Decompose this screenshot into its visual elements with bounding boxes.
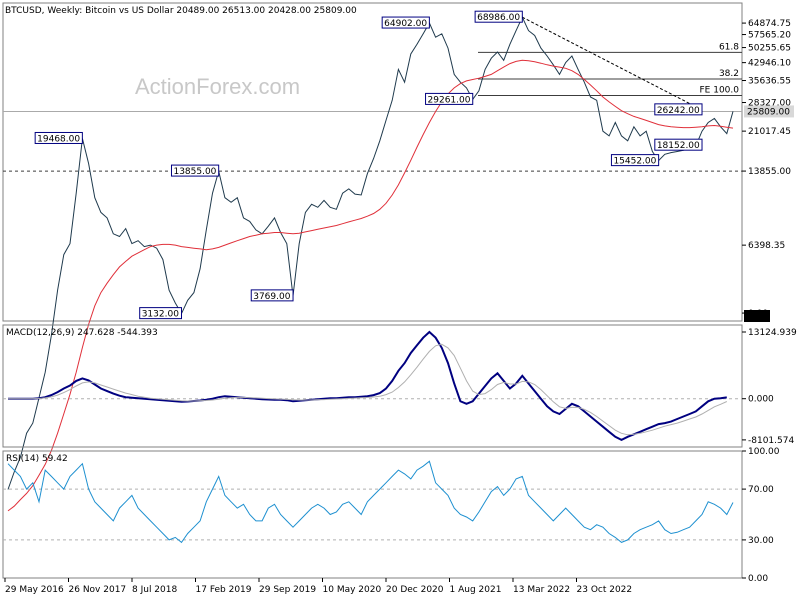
y-tick-label: 30.00	[748, 536, 774, 546]
floor-label: 0.00	[746, 312, 766, 322]
level-label: FE 100.0	[700, 85, 740, 95]
x-tick-label: 8 Jul 2018	[132, 585, 177, 595]
annotation-box	[139, 307, 183, 320]
x-tick-label: 26 Nov 2017	[69, 585, 127, 595]
y-tick-label: 42946.10	[748, 59, 791, 69]
x-tick-label: 1 Aug 2021	[450, 585, 502, 595]
annotation-box	[170, 164, 220, 177]
annotation-box	[654, 103, 703, 116]
y-tick-label: 70.00	[748, 485, 774, 495]
annotation-label: 15452.00	[613, 157, 656, 167]
last-price-label: 25809.00	[747, 107, 790, 117]
y-tick-label: 0.00	[748, 574, 768, 584]
y-tick-label: 6398.35	[748, 241, 785, 251]
x-tick-label: 23 Oct 2022	[577, 585, 633, 595]
y-tick-label: 13855.00	[748, 167, 791, 177]
annotation-label: 68986.00	[477, 13, 520, 23]
x-tick-label: 29 May 2016	[5, 585, 64, 595]
annotation-box	[381, 16, 430, 29]
y-tick-label: 35636.55	[748, 77, 791, 87]
annotation-label: 29261.00	[428, 95, 471, 105]
y-tick-label: 21017.45	[748, 127, 791, 137]
macd-panel-series-0	[8, 330, 727, 442]
macd-panel: 13124.939 0.000 -8101.574 MACD(12,26,9) 247…	[2, 324, 797, 448]
price-panel-series-0	[7, 16, 734, 490]
y-tick-label: 100.00	[748, 447, 780, 457]
y-tick-label: 28327.00	[748, 99, 791, 109]
last-price-box	[744, 105, 794, 118]
annotation-box	[425, 92, 474, 105]
floor-label-box	[744, 310, 770, 322]
x-tick-label: 13 Mar 2022	[513, 585, 570, 595]
y-tick-label: 64874.75	[748, 19, 791, 29]
rsi-panel-series-0	[7, 460, 734, 544]
y-tick-label: 0.000	[748, 395, 774, 405]
macd-panel-series-1	[8, 343, 728, 436]
annotation-box	[474, 10, 523, 23]
chart-title: BTCUSD, Weekly: Bitcoin vs US Dollar 204…	[5, 6, 357, 16]
annotation-label: 64902.00	[384, 19, 427, 29]
macd-panel-frame	[2, 324, 743, 448]
y-tick-label: 50255.65	[748, 44, 791, 54]
y-tick-label: -8101.574	[748, 436, 794, 446]
annotation-box	[34, 131, 83, 144]
y-tick-label: 13124.939	[748, 328, 797, 338]
price-panel-frame	[2, 2, 743, 322]
y-tick-label: 57565.20	[748, 31, 791, 41]
macd-panel-title: MACD(12,26,9) 247.628 -544.393	[6, 328, 158, 338]
annotation-label: 19468.00	[37, 134, 80, 144]
annotation-label: 3769.00	[253, 292, 290, 302]
level-label: 38.2	[719, 69, 739, 79]
x-tick-label: 10 May 2020	[323, 585, 382, 595]
annotation-label: 18152.00	[657, 141, 700, 151]
annotation-box	[654, 138, 703, 151]
rsi-panel: 100.00 70.00 30.00 0.00 RSI(14) 59.42	[2, 447, 780, 584]
annotation-box	[610, 154, 660, 167]
rsi-panel-frame	[2, 450, 743, 579]
x-tick-label: 29 Sep 2019	[259, 585, 316, 595]
rsi-panel-title: RSI(14) 59.42	[6, 454, 68, 464]
annotation-label: 13855.00	[173, 167, 216, 177]
trend-line	[522, 16, 703, 111]
x-axis: 29 May 2016 26 Nov 2017 8 Jul 2018 17 Feb 2…	[4, 578, 633, 595]
level-label: 61.8	[719, 42, 739, 52]
price-panel-series-1	[7, 59, 734, 512]
watermark-text: ActionForex.com	[135, 74, 300, 99]
x-tick-label: 17 Feb 2019	[196, 585, 252, 595]
annotation-label: 26242.00	[657, 106, 700, 116]
price-panel: 64874.75 57565.20 50255.65 42946.10 35636.55…	[2, 2, 794, 512]
annotation-label: 3132.00	[142, 310, 179, 320]
x-tick-label: 20 Dec 2020	[386, 585, 444, 595]
annotation-box	[250, 289, 294, 302]
